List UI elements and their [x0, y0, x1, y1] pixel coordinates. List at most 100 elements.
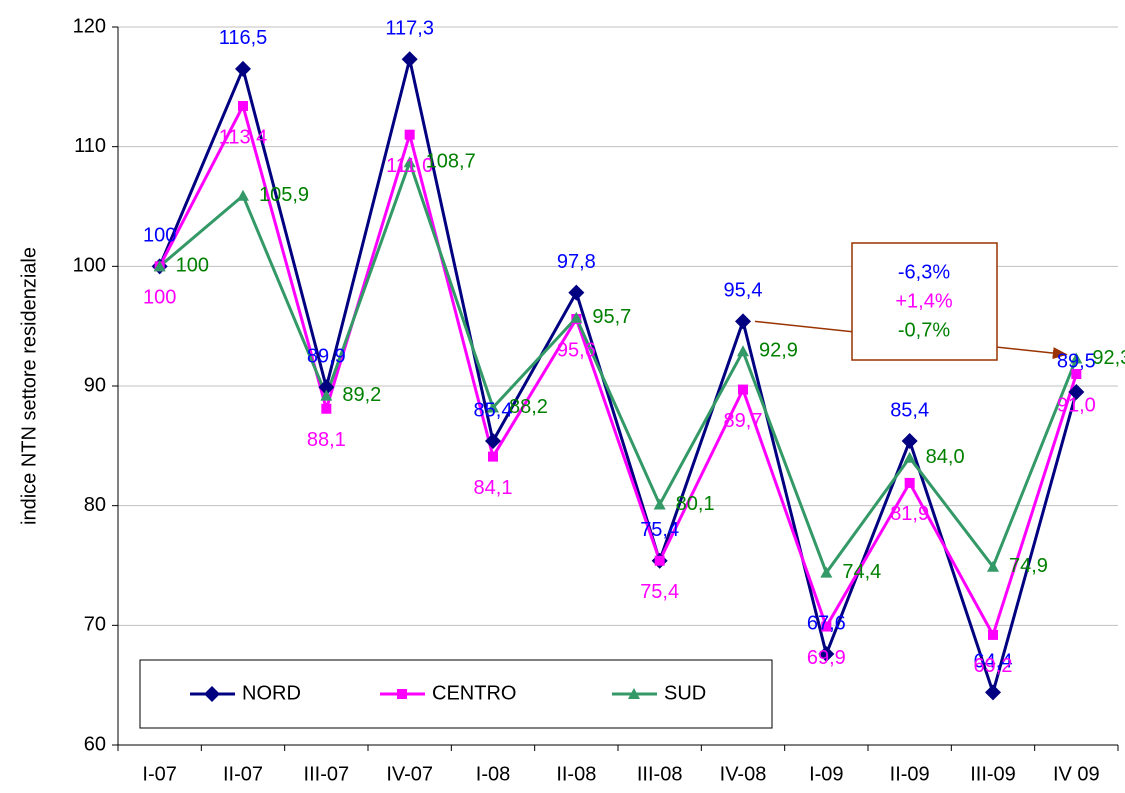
series-line	[158, 101, 1078, 639]
data-label: 84,0	[926, 446, 965, 468]
y-tick-label: 60	[84, 733, 106, 755]
data-point	[988, 629, 998, 640]
y-axis-label: indice NTN settore residenziale	[18, 247, 40, 525]
x-tick-label: IV-08	[720, 763, 767, 785]
data-label: 74,4	[842, 561, 881, 583]
data-point	[321, 403, 332, 414]
data-point	[404, 129, 415, 140]
data-label: 95,6	[557, 339, 596, 361]
y-tick-label: 70	[84, 614, 106, 636]
data-label: 92,3	[1092, 347, 1125, 369]
data-point	[1071, 369, 1082, 380]
series-line	[158, 157, 1078, 576]
legend-label: SUD	[664, 682, 706, 704]
data-point	[320, 389, 333, 401]
data-label: 95,7	[592, 306, 631, 328]
legend-marker	[397, 689, 407, 699]
x-tick-label: II-07	[223, 763, 263, 785]
data-point	[737, 345, 749, 357]
data-point	[820, 566, 833, 578]
data-label: 111,0	[386, 155, 433, 177]
data-label: 117,3	[385, 18, 434, 40]
data-label: 89,2	[342, 384, 381, 406]
legend-marker	[628, 688, 640, 699]
data-label: 67,6	[807, 612, 846, 634]
x-tick-label: III-09	[970, 763, 1016, 785]
data-label: 89,7	[724, 410, 763, 432]
data-label: 85,4	[474, 399, 513, 421]
series-line	[158, 58, 1078, 698]
data-label: 69,9	[807, 647, 846, 669]
annotation-text: -0,7%	[898, 319, 950, 341]
data-label: 91,0	[1057, 394, 1096, 416]
data-point	[235, 60, 251, 77]
data-point	[488, 451, 498, 462]
data-label: 108,7	[426, 151, 476, 173]
data-label: 74,9	[1009, 555, 1048, 577]
data-point	[318, 379, 335, 396]
data-point	[1068, 383, 1085, 400]
data-point	[821, 621, 832, 632]
x-tick-label: II-09	[890, 763, 930, 785]
data-point	[237, 189, 249, 201]
annotation-text: -6,3%	[898, 261, 950, 283]
data-label: 88,2	[509, 396, 548, 418]
data-label: 100	[143, 287, 176, 309]
x-tick-label: III-08	[637, 763, 683, 785]
data-label: 85,4	[890, 399, 929, 421]
data-label: 75,4	[640, 581, 679, 603]
legend-label: NORD	[242, 682, 301, 704]
legend-box	[139, 659, 773, 729]
y-tick-label: 110	[74, 135, 106, 157]
data-label: 116,5	[219, 27, 268, 49]
data-point	[153, 260, 166, 272]
data-point	[401, 51, 418, 68]
data-point	[818, 646, 835, 663]
data-label: 64,4	[974, 651, 1013, 673]
data-point	[904, 477, 915, 488]
legend-label: CENTRO	[432, 682, 516, 704]
data-label: 105,9	[259, 184, 309, 206]
data-point	[570, 311, 583, 323]
data-point	[985, 684, 1001, 701]
data-point	[901, 433, 918, 450]
data-point	[653, 498, 666, 510]
data-label: 92,9	[759, 340, 798, 362]
data-point	[485, 433, 501, 450]
data-label: 84,1	[474, 477, 513, 499]
x-tick-label: II-08	[556, 763, 596, 785]
data-label: 97,8	[557, 251, 596, 273]
data-point	[654, 555, 665, 566]
y-tick-label: 100	[73, 255, 106, 277]
data-point	[487, 401, 499, 413]
data-label: 113,4	[219, 126, 268, 148]
data-label: 89,9	[307, 345, 346, 367]
data-point	[238, 100, 248, 111]
annotation-box	[851, 242, 998, 361]
data-label: 89,5	[1057, 350, 1096, 372]
legend-marker	[204, 686, 220, 702]
data-point	[403, 156, 416, 168]
x-tick-label: I-09	[809, 763, 843, 785]
data-point	[1070, 352, 1083, 364]
data-point	[568, 284, 585, 301]
data-label: 88,1	[307, 429, 346, 451]
y-tick-label: 80	[84, 494, 106, 516]
data-label: 95,4	[724, 280, 763, 302]
x-tick-label: IV 09	[1053, 763, 1100, 785]
x-tick-label: I-08	[476, 763, 510, 785]
data-point	[735, 313, 751, 330]
x-tick-label: IV-07	[386, 763, 433, 785]
x-tick-label: III-07	[304, 763, 350, 785]
data-point	[738, 384, 748, 395]
data-label: 80,1	[676, 493, 715, 515]
y-tick-label: 120	[73, 15, 106, 37]
data-point	[987, 560, 999, 572]
data-label: 75,4	[640, 519, 679, 541]
data-label: 81,9	[890, 503, 929, 525]
data-label: 69,2	[974, 655, 1013, 677]
annotation-text: +1,4%	[895, 290, 952, 312]
data-point	[903, 451, 916, 463]
data-label: 100	[143, 225, 176, 247]
